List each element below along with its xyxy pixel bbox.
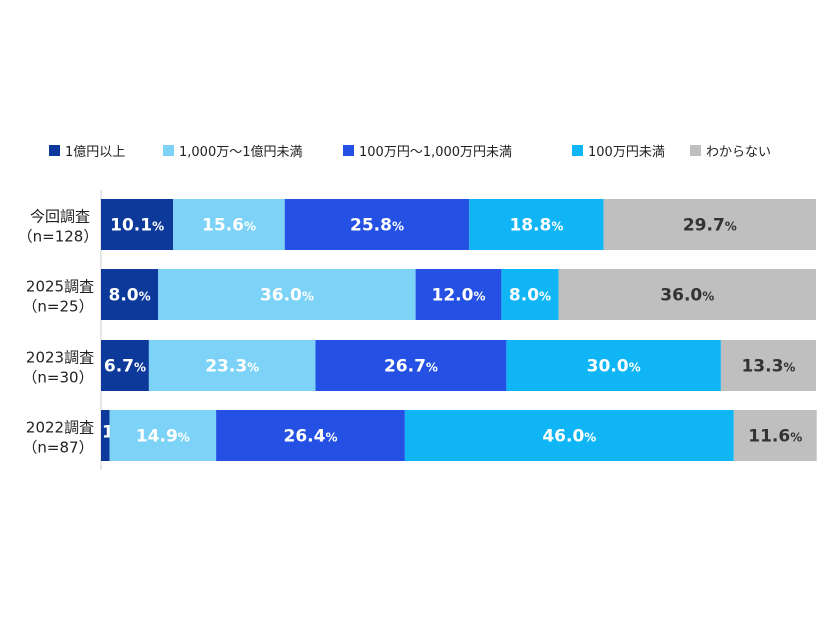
- data-label-value: 23.3: [205, 357, 247, 377]
- bar-segment: [404, 410, 734, 461]
- data-label-unit: %: [584, 431, 596, 445]
- data-label-unit: %: [392, 220, 404, 234]
- data-label-value: 13.3: [741, 357, 783, 377]
- data-label-value: 30.0: [587, 357, 629, 377]
- bar-segment: [148, 340, 316, 391]
- category-axis: 今回調査 （n=128） 2025調査 （n=25） 2023調査 （n=30） 2022調…: [18, 208, 99, 457]
- data-label-unit: %: [629, 361, 641, 375]
- plot-area: 10.1% 15.6% 25.8% 18.8% 29.7%8.0% 36.0% 12.0% 8…: [100, 190, 817, 470]
- data-label-value: 36.0: [660, 286, 702, 306]
- data-label-unit: %: [473, 290, 485, 304]
- bar-segment: [415, 269, 502, 320]
- data-label-unit: %: [539, 290, 551, 304]
- legend-label: 1,000万～1億円未満: [179, 144, 303, 160]
- bar-segment: [558, 269, 816, 320]
- data-label-value: 10.1: [110, 216, 152, 236]
- bar-segment: [284, 199, 470, 250]
- data-label: 25.8%: [350, 216, 404, 236]
- data-label: 8.0%: [109, 286, 151, 306]
- category-sublabel: （n=87）: [22, 439, 93, 457]
- legend-swatch: [163, 145, 174, 156]
- bar-segment: [173, 199, 285, 250]
- data-label-unit: %: [702, 290, 714, 304]
- data-label: 18.8%: [509, 216, 563, 236]
- bar-segment: [216, 410, 405, 461]
- data-label: 8.0%: [509, 286, 551, 306]
- bar-segment: [109, 410, 217, 461]
- data-label-value: 12.0: [432, 286, 474, 306]
- data-label-unit: %: [247, 361, 259, 375]
- data-label-unit: %: [790, 431, 802, 445]
- data-label-value: 29.7: [683, 216, 725, 236]
- category-sublabel: （n=128）: [18, 228, 99, 246]
- bar-segment: [101, 340, 149, 391]
- bar-segment: [101, 410, 110, 461]
- data-label-value: 6.7: [104, 357, 134, 377]
- data-label-value: 15.6: [202, 216, 244, 236]
- data-label-value: 36.0: [260, 286, 302, 306]
- legend-label: 100万円～1,000万円未満: [359, 145, 512, 160]
- data-label: 23.3%: [205, 357, 259, 377]
- category-label: 2023調査: [26, 349, 94, 367]
- data-label-unit: %: [178, 431, 190, 445]
- legend-label: 1億円以上: [65, 144, 125, 160]
- data-label: 6.7%: [104, 357, 146, 377]
- data-label-unit: %: [783, 361, 795, 375]
- data-label: 11.6%: [748, 427, 802, 447]
- bar-segment: [158, 269, 416, 320]
- legend-swatch: [572, 145, 583, 156]
- bar-segment: [315, 340, 507, 391]
- legend-swatch: [343, 145, 354, 156]
- data-label: 36.0%: [260, 286, 314, 306]
- bar-segment: [101, 269, 159, 320]
- category-label: 2022調査: [26, 419, 94, 437]
- data-label-unit: %: [725, 220, 737, 234]
- legend: 1億円以上 1,000万～1億円未満 100万円～1,000万円未満 100万円未満 わ…: [49, 144, 771, 160]
- data-label-value: 11.6: [748, 427, 790, 447]
- data-label: 46.0%: [542, 427, 596, 447]
- category-sublabel: （n=25）: [22, 298, 93, 316]
- data-label: 26.7%: [384, 357, 438, 377]
- bar-segment: [720, 340, 816, 391]
- data-label-value: 18.8: [509, 216, 551, 236]
- data-label: 15.6%: [202, 216, 256, 236]
- data-label-unit: %: [134, 361, 146, 375]
- category-sublabel: （n=30）: [22, 369, 93, 387]
- bar-segment: [733, 410, 817, 461]
- data-label: 30.0%: [587, 357, 641, 377]
- legend-label: わからない: [706, 145, 771, 160]
- data-label-unit: %: [152, 220, 164, 234]
- data-label-unit: %: [139, 290, 151, 304]
- category-label: 今回調査: [30, 208, 90, 226]
- legend-swatch: [49, 145, 60, 156]
- data-label: 29.7%: [683, 216, 737, 236]
- data-label-unit: %: [426, 361, 438, 375]
- data-label-value: 25.8: [350, 216, 392, 236]
- data-label-unit: %: [302, 290, 314, 304]
- data-label: 26.4%: [284, 427, 338, 447]
- data-label-value: 26.4: [284, 427, 326, 447]
- data-label-unit: %: [244, 220, 256, 234]
- bar-segment: [603, 199, 816, 250]
- data-label: 14.9%: [136, 427, 190, 447]
- data-label: 13.3%: [741, 357, 795, 377]
- data-label: 10.1%: [110, 216, 164, 236]
- legend-swatch: [690, 145, 701, 156]
- bar-segment: [469, 199, 604, 250]
- data-label-value: 8.0: [509, 286, 539, 306]
- data-label-value: 14.9: [136, 427, 178, 447]
- data-label: 36.0%: [660, 286, 714, 306]
- data-label-value: 26.7: [384, 357, 426, 377]
- legend-label: 100万円未満: [588, 145, 665, 160]
- bar-segment: [501, 269, 559, 320]
- data-label-unit: %: [325, 431, 337, 445]
- bar-segment: [506, 340, 721, 391]
- data-label-unit: %: [551, 220, 563, 234]
- data-label-value: 46.0: [542, 427, 584, 447]
- category-label: 2025調査: [26, 278, 94, 296]
- data-label-value: 8.0: [109, 286, 139, 306]
- bar-segment: [101, 199, 174, 250]
- data-label: 12.0%: [432, 286, 486, 306]
